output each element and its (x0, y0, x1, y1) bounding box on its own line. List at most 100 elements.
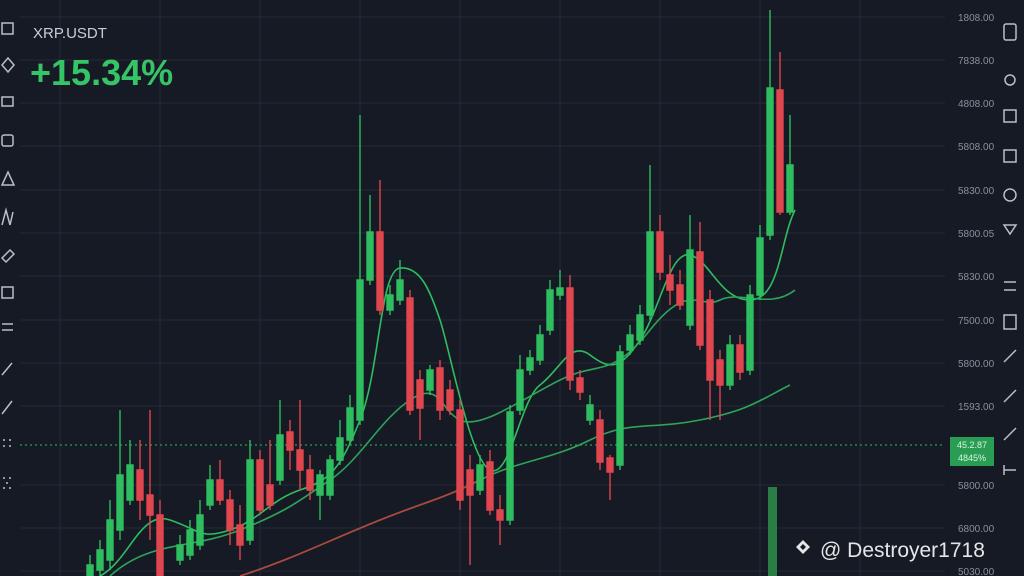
candle (246, 440, 254, 545)
candle (196, 500, 204, 550)
candle (456, 400, 464, 510)
candle (156, 500, 164, 576)
candle (436, 360, 444, 420)
candle (736, 335, 744, 380)
candle (466, 455, 474, 565)
candle (386, 285, 394, 315)
left-toolbar (0, 0, 20, 576)
candle (206, 465, 214, 510)
candle (616, 345, 624, 470)
price-label: 5830.00 (958, 272, 995, 283)
candle (426, 365, 434, 395)
tool-icon[interactable] (1003, 349, 1017, 441)
candle (716, 350, 724, 420)
tool-icon[interactable] (1, 286, 14, 299)
candle (416, 370, 424, 440)
watermark-logo (796, 540, 810, 554)
candle (216, 460, 224, 505)
tool-icon[interactable] (1003, 314, 1017, 330)
price-label: 1593.00 (958, 402, 995, 413)
tool-icon[interactable] (1, 22, 14, 35)
candle (656, 215, 664, 280)
toolbar-bg (0, 0, 20, 576)
candle (626, 325, 634, 355)
candle (146, 410, 154, 540)
candle (336, 420, 344, 465)
candle (276, 400, 284, 485)
price-tag-change: 4845% (958, 453, 986, 463)
tool-icon[interactable] (1003, 23, 1017, 41)
price-label: 7838.00 (958, 56, 995, 67)
tool-icon[interactable] (1003, 188, 1017, 202)
tool-icon[interactable] (1004, 281, 1016, 291)
candle (676, 270, 684, 310)
tool-icon[interactable] (0, 170, 16, 186)
candle (356, 115, 364, 425)
candle (286, 420, 294, 470)
candle (396, 260, 404, 305)
candle (586, 395, 594, 425)
price-label: 1808.00 (958, 13, 995, 24)
candle (646, 165, 654, 320)
candle (666, 255, 674, 305)
tool-icon[interactable] (1003, 109, 1017, 123)
tool-icon[interactable] (1, 96, 14, 107)
candle (556, 270, 564, 300)
tool-icon[interactable] (1004, 74, 1016, 86)
candle (106, 500, 114, 570)
candle (526, 350, 534, 375)
tool-icon[interactable] (2, 323, 13, 331)
candle (776, 52, 784, 215)
candle (236, 505, 244, 560)
candle (486, 450, 494, 515)
candle (376, 180, 384, 315)
candle (706, 290, 714, 420)
tool-icon[interactable] (3, 439, 11, 489)
price-label: 5808.00 (958, 142, 995, 153)
candle (446, 380, 454, 415)
candle (636, 305, 644, 345)
price-label: 4808.00 (958, 99, 995, 110)
tool-icon[interactable] (1, 56, 15, 74)
tool-icon[interactable] (0, 248, 16, 264)
candle (696, 222, 704, 350)
price-label: 5030.00 (958, 567, 995, 576)
tool-icon[interactable] (1, 207, 14, 226)
candle (546, 280, 554, 335)
tool-icon[interactable] (1002, 224, 1018, 236)
tool-icon[interactable] (1, 362, 13, 415)
candle (126, 440, 134, 505)
candle (766, 10, 774, 240)
price-label: 5800.05 (958, 229, 995, 240)
candle (116, 410, 124, 540)
candle (266, 440, 274, 510)
candle (476, 455, 484, 495)
symbol: XRP.USDT (33, 25, 107, 42)
candle (596, 410, 604, 470)
candle (186, 520, 194, 560)
candle (86, 555, 94, 576)
candle (296, 400, 304, 490)
candle (346, 395, 354, 445)
price-axis: 1808.00 7838.00 4808.00 5808.00 5830.00 … (958, 13, 995, 576)
price-label: 5800.00 (958, 481, 995, 492)
candle (176, 535, 184, 565)
price-label: 6800.00 (958, 524, 995, 535)
volume-bar (768, 487, 777, 576)
change: +15.34% (30, 52, 173, 93)
candle (316, 470, 324, 520)
tool-icon[interactable] (1003, 465, 1016, 475)
toolbar-bg (995, 0, 1024, 576)
candle (746, 285, 754, 375)
candle (606, 455, 614, 500)
candle (506, 405, 514, 525)
ma-slow-down (239, 479, 481, 576)
candle (406, 290, 414, 415)
tool-icon[interactable] (1, 134, 14, 147)
candle (536, 325, 544, 365)
price-tag (950, 437, 994, 466)
candles (86, 10, 794, 576)
candle (566, 275, 574, 390)
tool-icon[interactable] (1003, 149, 1017, 163)
